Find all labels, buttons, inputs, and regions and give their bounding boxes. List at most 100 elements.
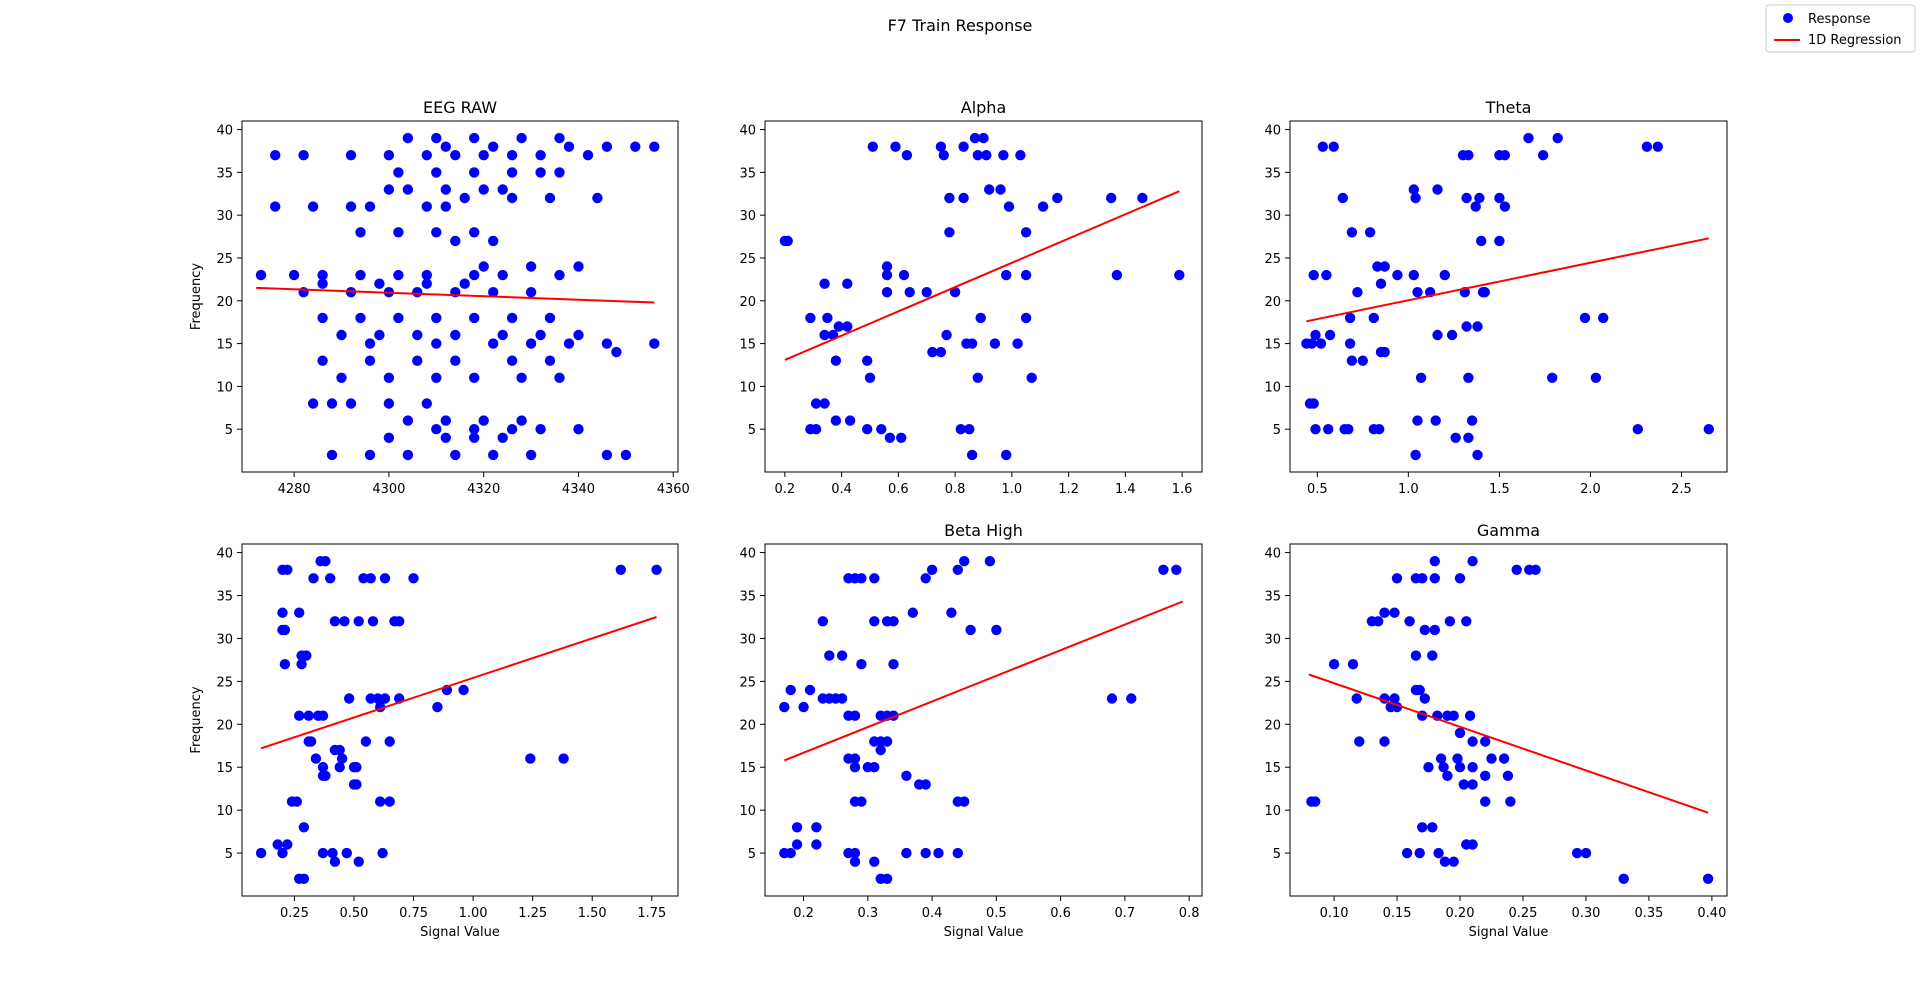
data-point: [525, 338, 537, 349]
data-point: [1415, 372, 1427, 383]
data-point: [926, 564, 938, 575]
data-point: [952, 564, 963, 575]
data-point: [298, 873, 310, 884]
data-point: [1618, 873, 1629, 884]
x-tick-label: 0.5: [986, 906, 1007, 921]
data-point: [1435, 753, 1447, 764]
data-point: [327, 847, 338, 859]
data-point: [1472, 449, 1483, 461]
y-tick-label: 5: [1273, 423, 1281, 438]
data-point: [1446, 329, 1458, 341]
data-point: [830, 415, 842, 426]
data-point: [1306, 338, 1318, 349]
legend-marker-response: [1783, 13, 1793, 23]
data-point: [488, 449, 499, 461]
data-point: [1464, 710, 1476, 721]
data-point: [345, 201, 357, 212]
data-point: [459, 192, 470, 204]
data-point: [611, 346, 622, 358]
data-point: [336, 372, 347, 383]
data-point: [317, 278, 328, 289]
data-point: [421, 398, 432, 409]
data-point: [1547, 372, 1558, 383]
y-tick-label: 5: [748, 423, 756, 438]
y-tick-label: 30: [739, 209, 756, 224]
y-tick-label: 10: [1264, 804, 1281, 819]
data-point: [1310, 424, 1321, 435]
data-point: [630, 141, 641, 152]
x-tick-label: 4340: [562, 482, 595, 497]
data-point: [1467, 839, 1478, 850]
data-point: [360, 736, 372, 747]
data-point: [1467, 736, 1478, 747]
data-point: [469, 424, 480, 435]
data-point: [364, 338, 376, 349]
figure-title: F7 Train Response: [888, 16, 1033, 35]
data-point: [966, 449, 978, 461]
data-point: [317, 269, 328, 281]
data-point: [544, 312, 556, 324]
data-point: [1454, 727, 1466, 739]
data-point: [981, 150, 992, 161]
data-point: [431, 167, 442, 178]
data-point: [1450, 432, 1461, 443]
data-point: [325, 573, 336, 584]
data-point: [320, 770, 331, 781]
data-point: [1454, 762, 1466, 773]
data-point: [506, 312, 518, 324]
data-point: [431, 424, 442, 435]
data-point: [384, 796, 395, 807]
data-point: [842, 278, 853, 289]
y-tick-label: 10: [216, 380, 233, 395]
data-point: [862, 355, 873, 366]
data-point: [862, 424, 873, 435]
data-point: [1106, 192, 1117, 204]
y-tick-label: 10: [739, 804, 756, 819]
x-tick-label: 0.10: [1320, 906, 1349, 921]
data-point: [1328, 659, 1340, 670]
subplot-title: Theta: [1485, 98, 1532, 117]
data-point: [469, 167, 480, 178]
data-point: [1429, 556, 1441, 567]
data-point: [440, 201, 451, 212]
data-point: [998, 150, 1009, 161]
data-point: [1414, 847, 1425, 859]
regression-line: [256, 286, 655, 304]
x-axis-label: Signal Value: [420, 925, 500, 940]
data-point: [383, 150, 395, 161]
data-point: [1414, 684, 1425, 696]
regression-line: [1306, 237, 1710, 323]
x-tick-label: 0.7: [1115, 906, 1136, 921]
data-point: [412, 287, 423, 298]
data-point: [1432, 184, 1443, 195]
data-point: [488, 338, 499, 349]
data-point: [288, 269, 300, 281]
axes-frame: [764, 120, 1203, 473]
data-point: [1379, 607, 1390, 618]
x-tick-label: 0.5: [1307, 482, 1328, 497]
data-point: [933, 847, 944, 859]
data-point: [270, 201, 281, 212]
y-tick-label: 15: [1264, 338, 1281, 353]
x-tick-label: 2.0: [1580, 482, 1601, 497]
data-point: [798, 701, 809, 713]
data-point: [497, 432, 508, 443]
data-point: [1427, 822, 1438, 833]
data-point: [1448, 710, 1459, 721]
data-point: [339, 616, 350, 627]
y-tick-label: 10: [739, 380, 756, 395]
data-point: [506, 192, 518, 204]
data-point: [938, 150, 949, 161]
data-point: [1438, 762, 1449, 773]
data-point: [1458, 779, 1470, 790]
data-point: [554, 269, 565, 281]
data-point: [1419, 693, 1431, 704]
data-point: [364, 201, 376, 212]
y-tick-label: 30: [216, 632, 233, 647]
data-point: [819, 398, 830, 409]
x-tick-label: 4280: [278, 482, 311, 497]
data-point: [1001, 269, 1012, 281]
data-point: [1454, 573, 1466, 584]
data-point: [558, 753, 569, 764]
data-point: [365, 573, 376, 584]
